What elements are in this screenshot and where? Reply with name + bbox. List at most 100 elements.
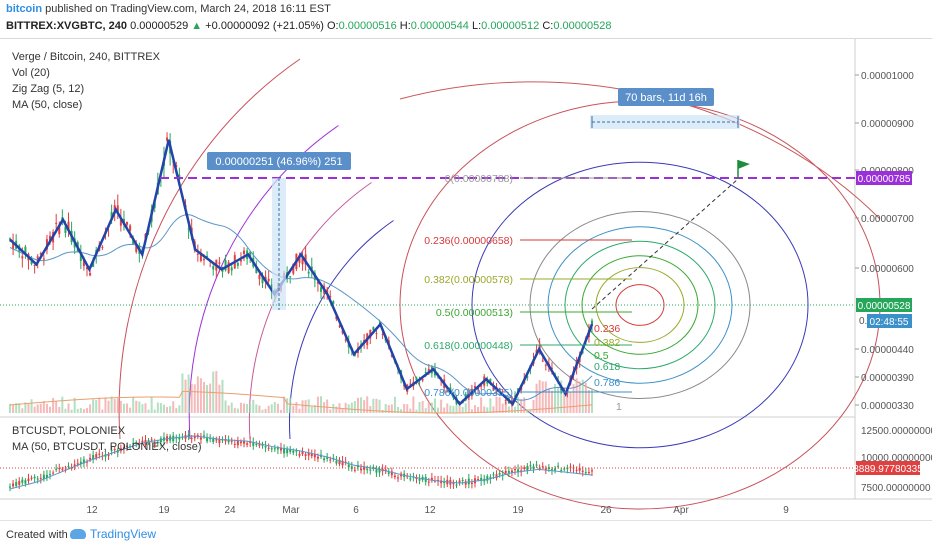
candle-body (267, 278, 270, 282)
lower-candle-body (21, 479, 24, 483)
candle-body (58, 224, 61, 235)
candle-body (12, 242, 15, 250)
fib-level-label: 0.236(0.00000658) (424, 235, 513, 247)
volume-bar (184, 379, 187, 413)
lower-candle-body (92, 454, 95, 460)
lower-candle-body (467, 478, 470, 485)
candle-body (341, 330, 344, 334)
measure-text: 0.00000251 (46.96%) 251 (215, 156, 342, 168)
lower-candle-body (461, 479, 464, 481)
lower-candle-body (517, 469, 520, 473)
volume-bar (304, 400, 307, 413)
candle-body (563, 388, 566, 390)
chart-area[interactable]: 0.00000251 (46.96%) 251 70 bars, 11d 16h… (0, 38, 932, 521)
volume-bar (316, 396, 319, 413)
lower-candle-body (55, 468, 58, 470)
volume-bar (495, 396, 498, 413)
volume-bar (400, 409, 403, 413)
volume-bar (252, 399, 255, 413)
open-label: O: (326, 20, 339, 32)
volume-bar (584, 382, 587, 413)
volume-bar (498, 397, 501, 413)
y-tick-label: 0.00000390 (861, 373, 914, 384)
lower-candle-body (42, 474, 45, 480)
volume-bar (532, 399, 535, 413)
timer-text: 02:48:55 (870, 317, 909, 328)
close-value: 0.00000528 (553, 20, 612, 32)
volume-bar (397, 406, 399, 413)
fib-level-label: 0.382(0.00000578) (424, 274, 513, 286)
lower-candle-body (415, 477, 418, 480)
volume-bar (61, 396, 64, 413)
volume-bar (538, 380, 541, 413)
x-tick-label: 12 (86, 505, 98, 516)
lower-candle-body (246, 443, 249, 445)
candle-body (239, 259, 242, 262)
volume-bar (276, 403, 279, 413)
volume-bar (150, 397, 153, 413)
lower-candle-body (390, 471, 393, 476)
volume-bar (575, 378, 578, 413)
lower-price-axis: 12500.00000000 10000.00000000 7500.0000000… (861, 426, 932, 494)
volume-bar (514, 406, 517, 413)
lower-candle-body (498, 473, 501, 475)
lower-candle-body (489, 476, 492, 479)
candle-body (501, 391, 504, 393)
candle-body (372, 327, 375, 331)
candle-body (504, 399, 507, 401)
target-price-text: 0.00000785 (858, 174, 911, 185)
volume-bar (73, 397, 76, 413)
lower-candle-body (107, 454, 110, 457)
volume-bar (563, 389, 566, 413)
ma-line-secondary (9, 390, 593, 414)
author-link[interactable]: bitcoin (6, 3, 43, 15)
volume-bar (566, 388, 569, 413)
volume-bar (21, 408, 24, 413)
candle-body (89, 272, 92, 276)
change-value: +0.00000092 (+21.05%) (205, 20, 324, 32)
candle-body (427, 368, 430, 373)
fib-level-label: 0.618(0.00000448) (424, 340, 513, 352)
lower-candle-body (486, 476, 489, 481)
lower-candle-body (584, 472, 587, 474)
candle-body (409, 383, 412, 385)
candle-body (292, 263, 295, 274)
volume-bar (393, 396, 396, 413)
lower-candle-body (279, 447, 282, 451)
candle-body (480, 385, 483, 387)
candle-body (473, 386, 476, 388)
lower-candle-body (492, 474, 495, 476)
volume-bar (363, 400, 366, 413)
volume-bar (129, 407, 132, 413)
legend-zigzag: Zig Zag (5, 12) (12, 83, 84, 95)
volume-bar (92, 399, 95, 413)
volume-bar (384, 403, 387, 413)
tradingview-link[interactable]: TradingView (70, 527, 156, 541)
volume-bar (366, 396, 369, 413)
lower-candle-body (27, 478, 30, 481)
volume-bar (49, 406, 52, 413)
candle-body (243, 250, 246, 255)
lower-legend-ma: MA (50, BTCUSDT, POLONIEX, close) (12, 441, 202, 453)
volume-bar (292, 405, 295, 413)
volume-bar (470, 409, 473, 413)
lower-candle-body (581, 470, 584, 472)
volume-bar (501, 403, 504, 413)
lower-candle-body (369, 469, 372, 471)
lower-candle-body (544, 468, 547, 471)
candle-body (550, 367, 553, 369)
volume-bar (437, 407, 440, 413)
volume-bar (243, 403, 246, 413)
fib-small-label: 1 (616, 401, 622, 413)
candle-body (310, 266, 313, 270)
candle-body (67, 221, 70, 231)
candle-body (255, 267, 258, 273)
x-tick-label: 12 (424, 505, 436, 516)
candle-body (196, 253, 199, 255)
chart-svg[interactable]: 0.00000251 (46.96%) 251 70 bars, 11d 16h… (0, 39, 932, 521)
candle-body (249, 251, 252, 259)
y-tick-label: 0.00001000 (861, 71, 914, 82)
lower-candle-body (199, 437, 202, 440)
volume-bar (126, 403, 129, 413)
volume-bar (378, 399, 381, 413)
